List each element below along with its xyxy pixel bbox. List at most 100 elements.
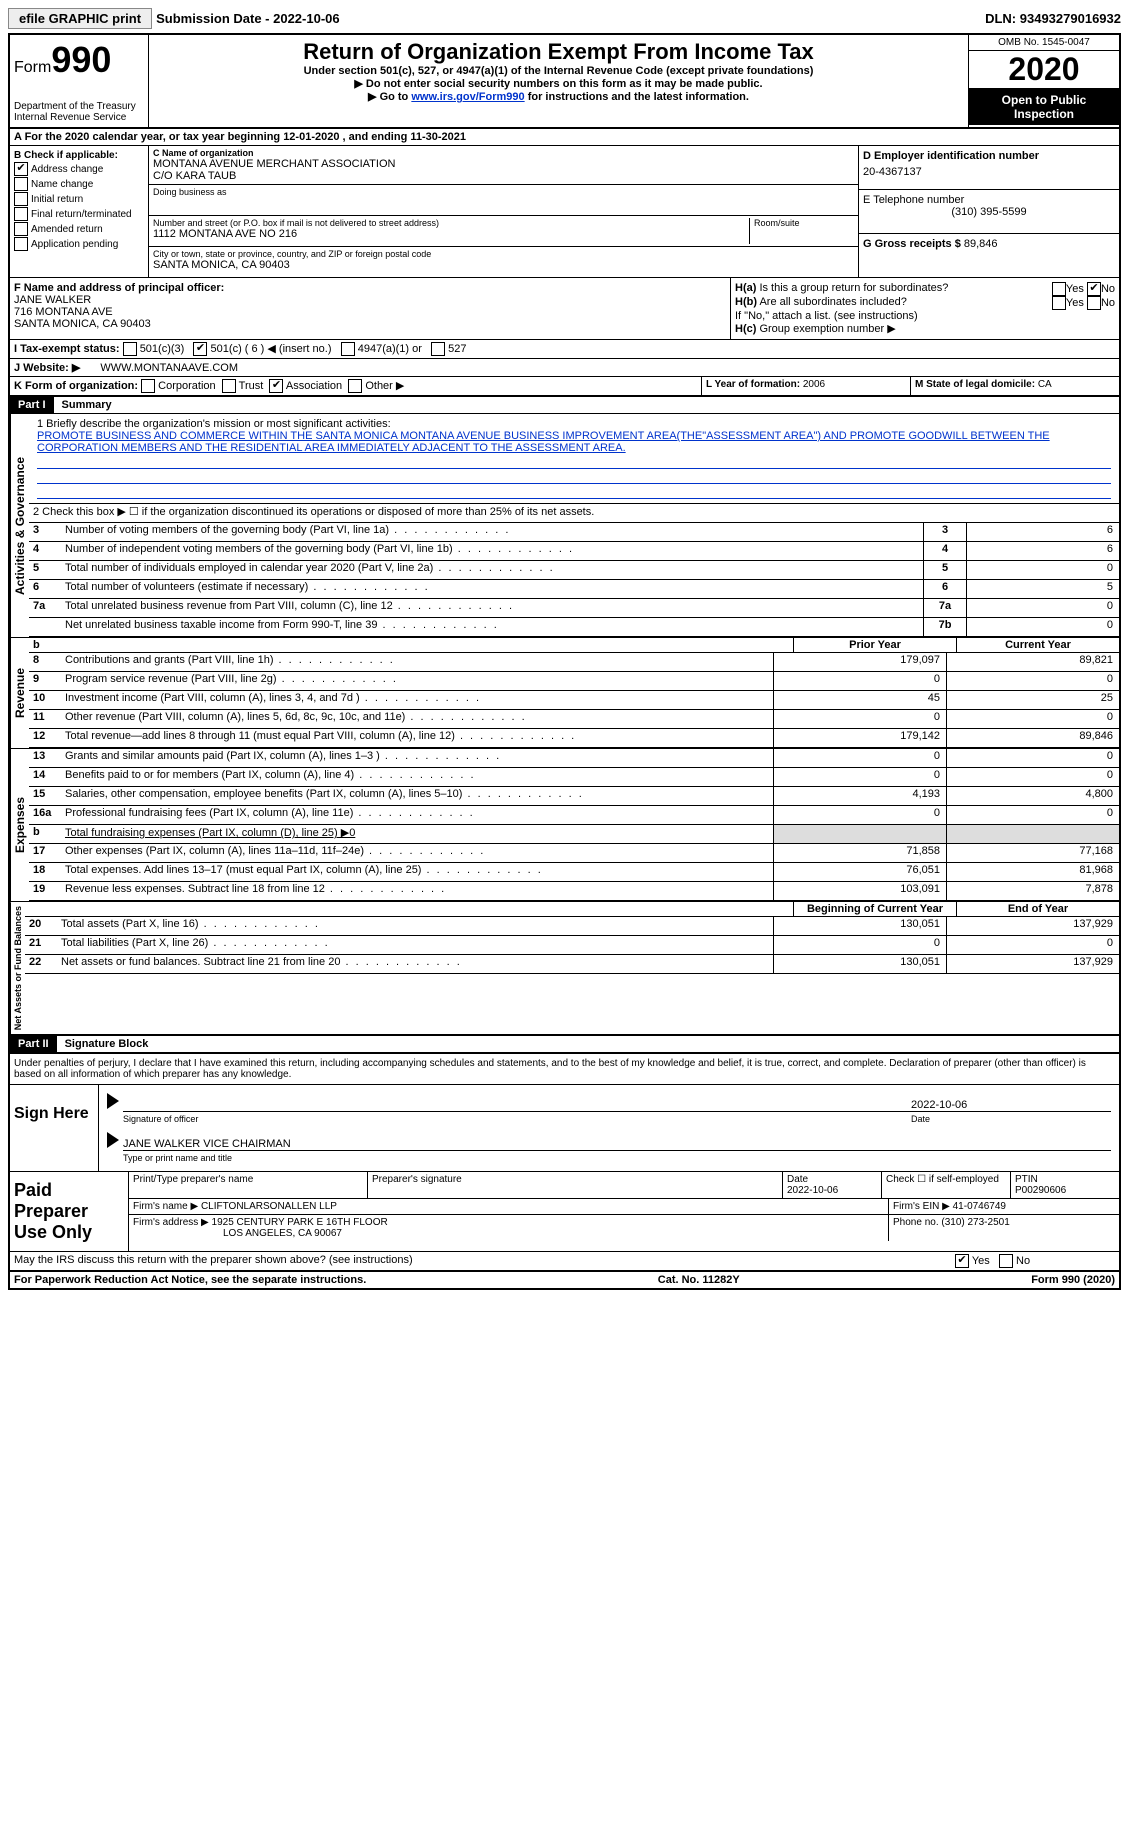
line-item: 11Other revenue (Part VIII, column (A), … [29, 710, 1119, 729]
form-header: Form990 Department of the Treasury Inter… [10, 35, 1119, 129]
footer-right: Form 990 (2020) [1031, 1274, 1115, 1286]
col-c-org-info: C Name of organization MONTANA AVENUE ME… [149, 146, 858, 277]
form-number: 990 [51, 39, 111, 80]
year-header-rev: b Prior Year Current Year [29, 638, 1119, 653]
row-k-l-m: K Form of organization: Corporation Trus… [10, 377, 1119, 397]
sig-name: JANE WALKER VICE CHAIRMAN [123, 1138, 291, 1150]
col-h-group: H(a) Is this a group return for subordin… [730, 278, 1119, 339]
toolbar: efile GRAPHIC print Submission Date - 20… [8, 8, 1121, 29]
org-co: C/O KARA TAUB [153, 170, 854, 182]
submission-label: Submission Date - 2022-10-06 [156, 11, 340, 26]
subtitle-3: ▶ Go to www.irs.gov/Form990 for instruct… [153, 90, 964, 103]
line-item: 10Investment income (Part VIII, column (… [29, 691, 1119, 710]
form-990: Form990 Department of the Treasury Inter… [8, 33, 1121, 1290]
row-i-tax-status: I Tax-exempt status: 501(c)(3) 501(c) ( … [10, 340, 1119, 359]
telephone: (310) 395-5599 [863, 206, 1115, 218]
line-item: 15Salaries, other compensation, employee… [29, 787, 1119, 806]
form-footer: For Paperwork Reduction Act Notice, see … [10, 1270, 1119, 1288]
sig-date: 2022-10-06 [911, 1099, 1111, 1111]
summary-expenses: Expenses 13Grants and similar amounts pa… [10, 748, 1119, 901]
header-right: OMB No. 1545-0047 2020 Open to Public In… [968, 35, 1119, 127]
prep-date: 2022-10-06 [787, 1185, 838, 1196]
header-mid: Return of Organization Exempt From Incom… [149, 35, 968, 127]
chk-initial-return[interactable] [14, 192, 28, 206]
chk-other[interactable] [348, 379, 362, 393]
summary-revenue: Revenue b Prior Year Current Year 8Contr… [10, 637, 1119, 748]
line-item: 4Number of independent voting members of… [29, 542, 1119, 561]
line-item: 19Revenue less expenses. Subtract line 1… [29, 882, 1119, 901]
footer-cat: Cat. No. 11282Y [658, 1274, 740, 1286]
gross-receipts: 89,846 [964, 238, 998, 250]
chk-527[interactable] [431, 342, 445, 356]
omb-number: OMB No. 1545-0047 [969, 35, 1119, 51]
chk-final-return[interactable] [14, 207, 28, 221]
chk-501c3[interactable] [123, 342, 137, 356]
chk-discuss-yes[interactable] [955, 1254, 969, 1268]
mission-block: 1 Briefly describe the organization's mi… [29, 414, 1119, 504]
footer-left: For Paperwork Reduction Act Notice, see … [14, 1274, 366, 1286]
line-item: 20Total assets (Part X, line 16)130,0511… [25, 917, 1119, 936]
chk-4947[interactable] [341, 342, 355, 356]
officer-name: JANE WALKER [14, 294, 726, 306]
form-title: Return of Organization Exempt From Incom… [153, 39, 964, 65]
subtitle-1: Under section 501(c), 527, or 4947(a)(1)… [153, 65, 964, 77]
row-j-website: J Website: ▶ WWW.MONTANAAVE.COM [10, 359, 1119, 377]
line-item: Net unrelated business taxable income fr… [29, 618, 1119, 637]
line-item: 22Net assets or fund balances. Subtract … [25, 955, 1119, 974]
line-item: 21Total liabilities (Part X, line 26)00 [25, 936, 1119, 955]
chk-trust[interactable] [222, 379, 236, 393]
line-item: bTotal fundraising expenses (Part IX, co… [29, 825, 1119, 844]
chk-hb-yes[interactable] [1052, 296, 1066, 310]
form-word: Form [14, 59, 51, 76]
line-item: 17Other expenses (Part IX, column (A), l… [29, 844, 1119, 863]
mission-text: PROMOTE BUSINESS AND COMMERCE WITHIN THE… [37, 430, 1111, 454]
firm-name: CLIFTONLARSONALLEN LLP [201, 1201, 337, 1212]
chk-hb-no[interactable] [1087, 296, 1101, 310]
line-item: 7aTotal unrelated business revenue from … [29, 599, 1119, 618]
efile-button[interactable]: efile GRAPHIC print [8, 8, 152, 29]
sig-arrow-icon [107, 1093, 119, 1109]
section-f-h: F Name and address of principal officer:… [10, 278, 1119, 340]
paid-preparer-label: Paid Preparer Use Only [10, 1172, 128, 1251]
header-left: Form990 Department of the Treasury Inter… [10, 35, 149, 127]
dln-label: DLN: 93493279016932 [985, 11, 1121, 26]
chk-ha-no[interactable] [1087, 282, 1101, 296]
open-inspection: Open to Public Inspection [969, 89, 1119, 125]
ptin: P00290606 [1015, 1185, 1066, 1196]
sig-arrow-icon-2 [107, 1132, 119, 1148]
chk-501c[interactable] [193, 342, 207, 356]
sidelabel-revenue: Revenue [10, 638, 29, 748]
sidelabel-net: Net Assets or Fund Balances [10, 902, 25, 1034]
sign-here-block: Sign Here 2022-10-06 Signature of office… [10, 1084, 1119, 1171]
chk-discuss-no[interactable] [999, 1254, 1013, 1268]
h-note: If "No," attach a list. (see instruction… [735, 310, 1115, 322]
chk-corp[interactable] [141, 379, 155, 393]
tax-year: 2020 [969, 51, 1119, 89]
dept-label: Department of the Treasury Internal Reve… [14, 101, 144, 123]
line-item: 18Total expenses. Add lines 13–17 (must … [29, 863, 1119, 882]
line-item: 14Benefits paid to or for members (Part … [29, 768, 1119, 787]
chk-assoc[interactable] [269, 379, 283, 393]
chk-application-pending[interactable] [14, 237, 28, 251]
org-address: 1112 MONTANA AVE NO 216 [153, 228, 749, 240]
website-value: WWW.MONTANAAVE.COM [100, 362, 238, 374]
firm-addr2: LOS ANGELES, CA 90067 [133, 1228, 884, 1239]
sidelabel-expenses: Expenses [10, 749, 29, 901]
line-2: 2 Check this box ▶ ☐ if the organization… [29, 504, 1119, 523]
chk-address-change[interactable] [14, 162, 28, 176]
officer-addr2: SANTA MONICA, CA 90403 [14, 318, 726, 330]
subtitle-2: ▶ Do not enter social security numbers o… [153, 77, 964, 90]
chk-amended-return[interactable] [14, 222, 28, 236]
chk-ha-yes[interactable] [1052, 282, 1066, 296]
line-item: 8Contributions and grants (Part VIII, li… [29, 653, 1119, 672]
irs-link[interactable]: www.irs.gov/Form990 [411, 91, 524, 103]
part-2-header: Part II Signature Block [10, 1034, 1119, 1053]
sidelabel-governance: Activities & Governance [10, 414, 29, 637]
line-item: 16aProfessional fundraising fees (Part I… [29, 806, 1119, 825]
section-b-c-d: B Check if applicable: Address change Na… [10, 146, 1119, 278]
ein: 20-4367137 [863, 166, 1115, 178]
chk-name-change[interactable] [14, 177, 28, 191]
discuss-row: May the IRS discuss this return with the… [10, 1251, 1119, 1270]
penalties-text: Under penalties of perjury, I declare th… [10, 1053, 1119, 1084]
org-city: SANTA MONICA, CA 90403 [153, 259, 854, 271]
